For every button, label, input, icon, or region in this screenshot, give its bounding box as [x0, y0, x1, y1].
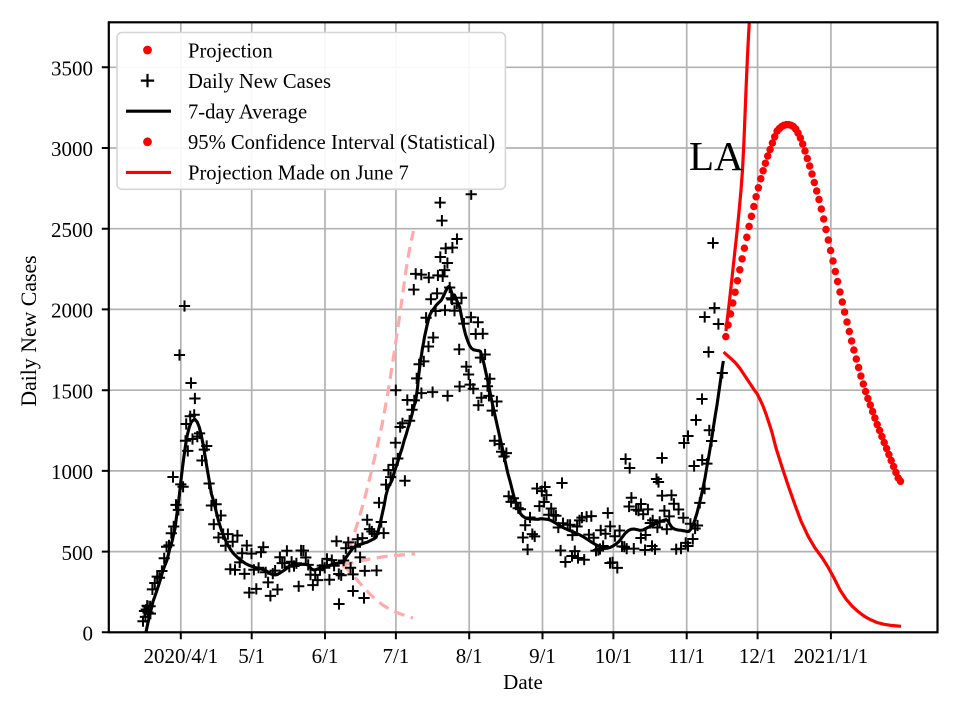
svg-text:1000: 1000 [51, 460, 93, 484]
svg-text:11/1: 11/1 [668, 644, 705, 668]
svg-text:8/1: 8/1 [456, 644, 483, 668]
svg-text:3500: 3500 [51, 57, 93, 81]
svg-text:3000: 3000 [51, 137, 93, 161]
svg-text:7-day Average: 7-day Average [188, 102, 307, 124]
svg-text:2020/4/1: 2020/4/1 [143, 644, 218, 668]
svg-text:7/1: 7/1 [382, 644, 409, 668]
svg-text:Projection: Projection [188, 40, 273, 62]
svg-text:500: 500 [62, 541, 94, 565]
svg-text:LA: LA [689, 133, 744, 179]
svg-text:9/1: 9/1 [529, 644, 556, 668]
svg-text:12/1: 12/1 [739, 644, 776, 668]
svg-text:2000: 2000 [51, 299, 93, 323]
svg-text:Date: Date [503, 670, 543, 694]
svg-text:Projection Made on June 7: Projection Made on June 7 [188, 163, 409, 185]
svg-text:1500: 1500 [51, 379, 93, 403]
svg-text:2500: 2500 [51, 218, 93, 242]
svg-text:2021/1/1: 2021/1/1 [794, 644, 869, 668]
svg-text:6/1: 6/1 [312, 644, 339, 668]
svg-text:95% Confidence Interval (Stati: 95% Confidence Interval (Statistical) [188, 132, 495, 154]
svg-text:10/1: 10/1 [595, 644, 632, 668]
svg-text:0: 0 [83, 622, 94, 646]
svg-text:Daily New Cases: Daily New Cases [188, 71, 331, 93]
svg-text:5/1: 5/1 [238, 644, 265, 668]
svg-text:Daily New Cases: Daily New Cases [17, 255, 41, 406]
